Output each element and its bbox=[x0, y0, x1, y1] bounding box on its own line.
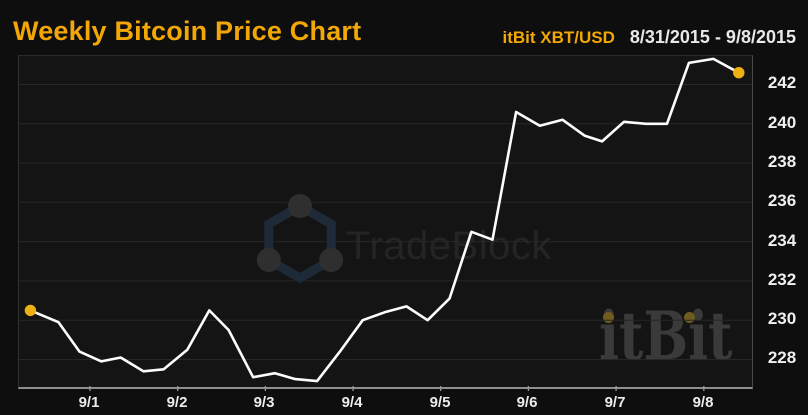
y-axis-label: 240 bbox=[767, 113, 797, 132]
price-line bbox=[29, 57, 741, 383]
x-axis-label: 9/8 bbox=[692, 394, 714, 411]
page-title: Weekly Bitcoin Price Chart bbox=[13, 16, 362, 46]
endpoint-marker bbox=[24, 304, 37, 317]
tradeblock-watermark-text: TradeBlock bbox=[346, 224, 552, 268]
x-axis-label: 9/4 bbox=[341, 394, 363, 411]
price-chart-canvas[interactable] bbox=[19, 56, 752, 391]
plot-area: TradeBlock itBit bbox=[18, 55, 753, 391]
header-meta: itBit XBT/USD 8/31/2015 - 9/8/2015 bbox=[502, 27, 796, 48]
x-axis-label: 9/6 bbox=[516, 394, 538, 411]
x-axis-label: 9/1 bbox=[78, 394, 100, 411]
y-axis-label: 230 bbox=[767, 309, 797, 328]
y-axis-label: 242 bbox=[767, 73, 797, 92]
itbit-dot-icon bbox=[603, 312, 614, 323]
tradeblock-hexagon-icon bbox=[264, 200, 336, 284]
endpoint-marker bbox=[733, 67, 745, 79]
y-axis-label: 238 bbox=[767, 152, 797, 171]
x-axis-label: 9/7 bbox=[604, 394, 626, 411]
instrument-label: itBit XBT/USD bbox=[502, 28, 615, 47]
x-axis-label: 9/5 bbox=[429, 394, 451, 411]
y-axis-label: 234 bbox=[767, 231, 797, 250]
date-range-label: 8/31/2015 - 9/8/2015 bbox=[629, 27, 796, 47]
y-axis-label: 232 bbox=[767, 270, 797, 289]
tradeblock-node-icon bbox=[288, 194, 312, 218]
y-axis-label: 228 bbox=[767, 348, 797, 367]
itbit-watermark-text: itBit bbox=[599, 297, 733, 375]
x-axis-label: 9/3 bbox=[253, 394, 275, 411]
itbit-dot-icon bbox=[684, 312, 695, 323]
tradeblock-node-icon bbox=[319, 248, 344, 272]
y-axis-label: 236 bbox=[767, 191, 797, 210]
x-axis-label: 9/2 bbox=[166, 394, 188, 411]
tradeblock-node-icon bbox=[256, 248, 281, 272]
